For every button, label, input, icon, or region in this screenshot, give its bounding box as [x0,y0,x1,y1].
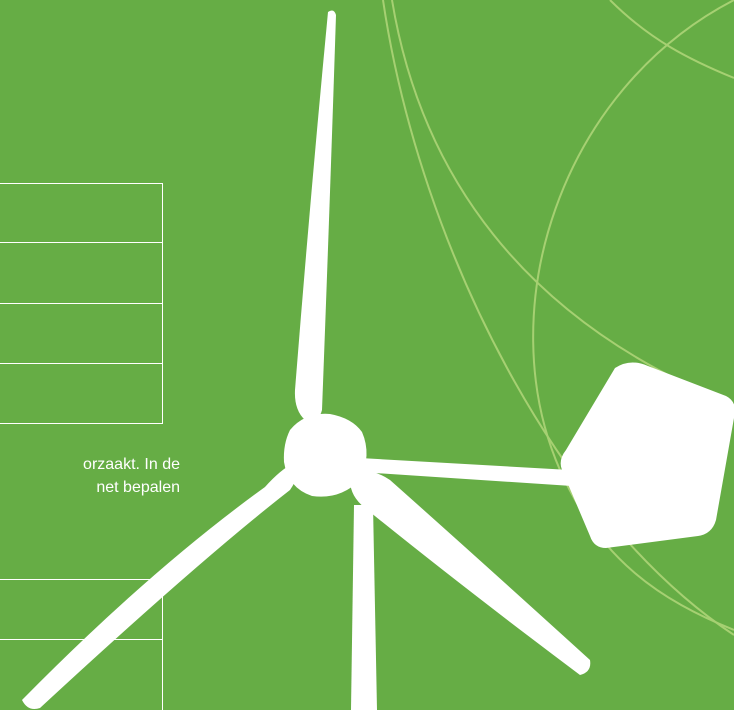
table-line-5 [0,423,163,424]
info-text: orzaakt. In de net bepalen [0,453,180,499]
table-border-lower [162,579,163,710]
table-line-1 [0,183,163,184]
arc-top-right [609,0,734,79]
turbine-blade-lower-left [22,462,297,709]
turbine-blade-lower-right [350,469,591,675]
table-border-upper [162,183,163,424]
table-line-3 [0,303,163,304]
arc-upper-left [391,0,734,406]
turbine-arm [360,458,572,486]
turbine-tail-vane [560,362,734,548]
table-line-7 [0,639,163,640]
arc-inner-circle [532,0,734,631]
turbine-blade-up [294,10,336,422]
turbine-tower [351,505,377,710]
info-text-line-1: orzaakt. In de [83,456,180,473]
table-line-2 [0,242,163,243]
arc-large-outer [382,0,734,636]
turbine-hub [283,413,367,497]
info-text-line-2: net bepalen [96,479,180,496]
table-line-6 [0,579,163,580]
table-line-4 [0,363,163,364]
